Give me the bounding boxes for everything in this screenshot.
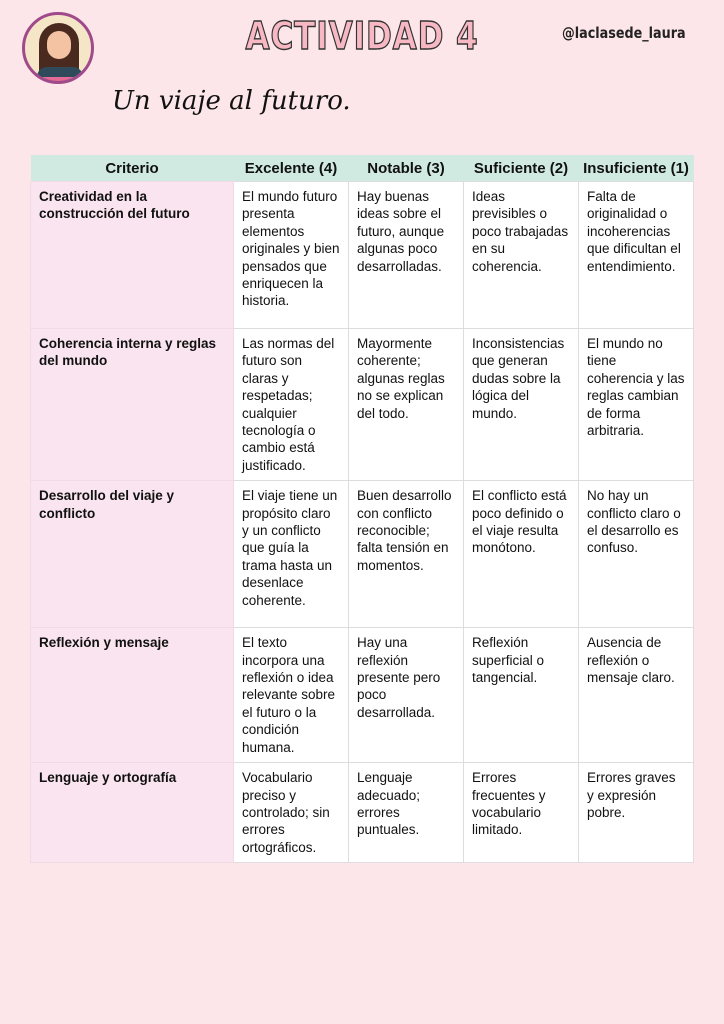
table-row: Lenguaje y ortografía Vocabulario preciso… — [30, 762, 694, 864]
table-row: Creatividad en la construcción del futur… — [30, 181, 694, 329]
descriptor-cell: El mundo no tiene coherencia y las regla… — [578, 327, 694, 482]
descriptor-cell: Errores frecuentes y vocabulario limitad… — [463, 762, 579, 864]
descriptor-cell: Hay una reflexión presente pero poco des… — [348, 627, 464, 764]
column-header: Notable (3) — [348, 155, 464, 182]
page-title: ACTIVIDAD 4 — [245, 13, 479, 58]
author-handle: @laclasede_laura — [562, 24, 686, 42]
descriptor-cell: El viaje tiene un propósito claro y un c… — [233, 480, 349, 629]
descriptor-cell: El texto incorpora una reflexión o idea … — [233, 627, 349, 764]
table-row: Desarrollo del viaje y conflicto El viaje… — [30, 480, 694, 629]
descriptor-cell: Las normas del futuro son claras y respe… — [233, 327, 349, 482]
table-row: Coherencia interna y reglas del mundo Las… — [30, 327, 694, 482]
page-subtitle: Un viaje al futuro. — [112, 86, 351, 116]
descriptor-cell: Errores graves y expresión pobre. — [578, 762, 694, 864]
descriptor-cell: El mundo futuro presenta elementos origi… — [233, 181, 349, 329]
column-header: Insuficiente (1) — [578, 155, 694, 182]
criterion-cell: Reflexión y mensaje — [30, 627, 234, 764]
descriptor-cell: No hay un conflicto claro o el desarroll… — [578, 480, 694, 629]
descriptor-cell: Inconsistencias que generan dudas sobre … — [463, 327, 579, 482]
descriptor-cell: El conflicto está poco definido o el via… — [463, 480, 579, 629]
avatar-logo — [22, 12, 94, 84]
table-row: Reflexión y mensaje El texto incorpora un… — [30, 627, 694, 764]
rubric-table: Criterio Excelente (4) Notable (3) Sufic… — [30, 155, 694, 864]
column-header: Criterio — [30, 155, 234, 182]
descriptor-cell: Lenguaje adecuado; errores puntuales. — [348, 762, 464, 864]
criterion-cell: Coherencia interna y reglas del mundo — [30, 327, 234, 482]
column-header: Suficiente (2) — [463, 155, 579, 182]
descriptor-cell: Vocabulario preciso y controlado; sin er… — [233, 762, 349, 864]
descriptor-cell: Ausencia de reflexión o mensaje claro. — [578, 627, 694, 764]
criterion-cell: Desarrollo del viaje y conflicto — [30, 480, 234, 629]
criterion-cell: Lenguaje y ortografía — [30, 762, 234, 864]
descriptor-cell: Reflexión superficial o tangencial. — [463, 627, 579, 764]
descriptor-cell: Mayormente coherente; algunas reglas no … — [348, 327, 464, 482]
descriptor-cell: Buen desarrollo con conflicto reconocibl… — [348, 480, 464, 629]
descriptor-cell: Ideas previsibles o poco trabajadas en s… — [463, 181, 579, 329]
descriptor-cell: Falta de originalidad o incoherencias qu… — [578, 181, 694, 329]
criterion-cell: Creatividad en la construcción del futur… — [30, 181, 234, 329]
descriptor-cell: Hay buenas ideas sobre el futuro, aunque… — [348, 181, 464, 329]
table-header-row: Criterio Excelente (4) Notable (3) Sufic… — [30, 155, 694, 182]
column-header: Excelente (4) — [233, 155, 349, 182]
